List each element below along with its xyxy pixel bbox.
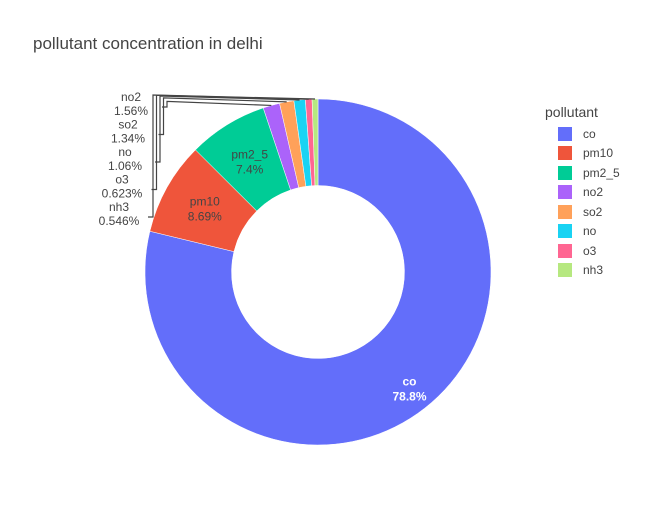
chart-title: pollutant concentration in delhi bbox=[33, 34, 263, 53]
legend-title: pollutant bbox=[545, 104, 598, 120]
legend-swatch-no2 bbox=[558, 185, 572, 200]
legend-label-pm10: pm10 bbox=[583, 146, 614, 161]
slice-percent-o3: 0.623% bbox=[102, 187, 143, 201]
legend-label-pm2_5: pm2_5 bbox=[583, 165, 620, 180]
slice-co[interactable] bbox=[144, 98, 492, 446]
legend-label-so2: so2 bbox=[583, 204, 603, 219]
legend-item-no[interactable]: no bbox=[545, 222, 620, 242]
legend-swatch-co bbox=[558, 126, 572, 141]
legend-swatch-no bbox=[558, 224, 572, 239]
legend-item-pm2_5[interactable]: pm2_5 bbox=[545, 163, 620, 183]
slice-percent-pm2_5: 7.4% bbox=[236, 163, 264, 177]
slice-label-so2: so2 bbox=[118, 118, 138, 132]
slice-label-no: no bbox=[118, 145, 132, 159]
leader-line-so2 bbox=[158, 97, 287, 136]
slice-percent-nh3: 0.546% bbox=[99, 214, 140, 228]
slice-label-co: co bbox=[402, 374, 416, 388]
donut-slices bbox=[144, 98, 492, 446]
legend-label-no: no bbox=[583, 224, 597, 239]
legend-item-co[interactable]: co bbox=[545, 124, 620, 144]
legend-swatch-pm10 bbox=[558, 146, 572, 161]
slice-percent-so2: 1.34% bbox=[111, 132, 145, 146]
legend-swatch-o3 bbox=[558, 243, 572, 258]
legend-item-o3[interactable]: o3 bbox=[545, 241, 620, 261]
legend-label-nh3: nh3 bbox=[583, 263, 604, 278]
legend-label-co: co bbox=[583, 126, 596, 141]
legend-swatch-nh3 bbox=[558, 263, 572, 278]
legend-label-o3: o3 bbox=[583, 243, 597, 258]
slice-percent-pm10: 8.69% bbox=[188, 210, 222, 224]
slice-label-pm10: pm10 bbox=[190, 195, 220, 209]
slice-label-nh3: nh3 bbox=[109, 200, 129, 214]
slice-percent-co: 78.8% bbox=[392, 389, 426, 403]
legend-item-no2[interactable]: no2 bbox=[545, 183, 620, 203]
legend-item-nh3[interactable]: nh3 bbox=[545, 261, 620, 281]
leader-line-no bbox=[155, 95, 300, 163]
slice-label-no2: no2 bbox=[121, 90, 141, 104]
legend-item-so2[interactable]: so2 bbox=[545, 202, 620, 222]
leader-line-nh3 bbox=[148, 94, 316, 218]
legend-swatch-so2 bbox=[558, 204, 572, 219]
legend-label-no2: no2 bbox=[583, 185, 604, 200]
slice-percent-no: 1.06% bbox=[108, 159, 142, 173]
slice-label-pm2_5: pm2_5 bbox=[231, 148, 268, 162]
slice-label-o3: o3 bbox=[115, 173, 129, 187]
leader-line-no2 bbox=[162, 100, 272, 108]
legend-item-pm10[interactable]: pm10 bbox=[545, 144, 620, 164]
slice-percent-no2: 1.56% bbox=[114, 104, 148, 118]
legend-items: co pm10 pm2_5 no2 so2 no o3 nh3 bbox=[545, 124, 620, 280]
legend: pollutant co pm10 pm2_5 no2 so2 no o3 nh3 bbox=[545, 104, 620, 280]
legend-swatch-pm2_5 bbox=[558, 165, 572, 180]
